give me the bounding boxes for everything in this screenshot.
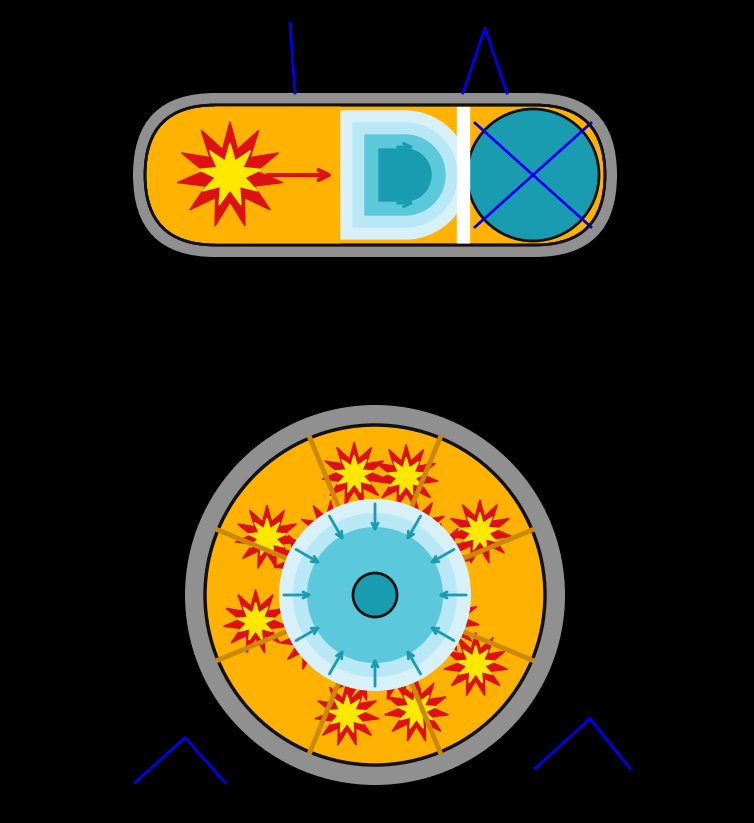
- Polygon shape: [387, 458, 425, 495]
- Polygon shape: [448, 500, 512, 563]
- Polygon shape: [237, 602, 274, 640]
- Circle shape: [279, 499, 471, 691]
- Circle shape: [185, 405, 565, 785]
- Polygon shape: [353, 123, 457, 227]
- Polygon shape: [315, 682, 379, 745]
- FancyBboxPatch shape: [133, 93, 617, 257]
- Polygon shape: [341, 111, 469, 239]
- Polygon shape: [299, 500, 363, 564]
- Polygon shape: [421, 536, 460, 574]
- Polygon shape: [379, 149, 431, 201]
- Polygon shape: [311, 514, 350, 551]
- Polygon shape: [461, 513, 499, 550]
- Polygon shape: [396, 510, 434, 548]
- Polygon shape: [457, 645, 495, 683]
- Polygon shape: [224, 589, 287, 653]
- Polygon shape: [287, 543, 325, 580]
- Polygon shape: [177, 122, 283, 226]
- Circle shape: [205, 425, 545, 765]
- Circle shape: [307, 527, 443, 663]
- Polygon shape: [280, 606, 344, 669]
- Polygon shape: [383, 497, 447, 560]
- Polygon shape: [335, 455, 373, 493]
- Polygon shape: [339, 650, 376, 688]
- Polygon shape: [215, 106, 341, 244]
- Polygon shape: [364, 636, 428, 700]
- Polygon shape: [326, 637, 390, 700]
- Polygon shape: [374, 444, 438, 508]
- Polygon shape: [235, 505, 299, 569]
- Polygon shape: [428, 601, 467, 639]
- Polygon shape: [328, 695, 366, 732]
- Polygon shape: [293, 619, 331, 657]
- Polygon shape: [198, 143, 262, 205]
- FancyBboxPatch shape: [145, 105, 605, 245]
- Polygon shape: [443, 632, 507, 695]
- Circle shape: [293, 513, 457, 677]
- Polygon shape: [415, 588, 480, 651]
- Polygon shape: [322, 442, 386, 505]
- Polygon shape: [365, 135, 445, 215]
- Polygon shape: [457, 107, 469, 243]
- Circle shape: [467, 109, 599, 241]
- Polygon shape: [274, 530, 338, 593]
- Polygon shape: [397, 690, 436, 728]
- Circle shape: [353, 573, 397, 617]
- Polygon shape: [248, 518, 286, 556]
- Polygon shape: [385, 678, 449, 742]
- Polygon shape: [409, 523, 473, 587]
- Polygon shape: [377, 649, 415, 686]
